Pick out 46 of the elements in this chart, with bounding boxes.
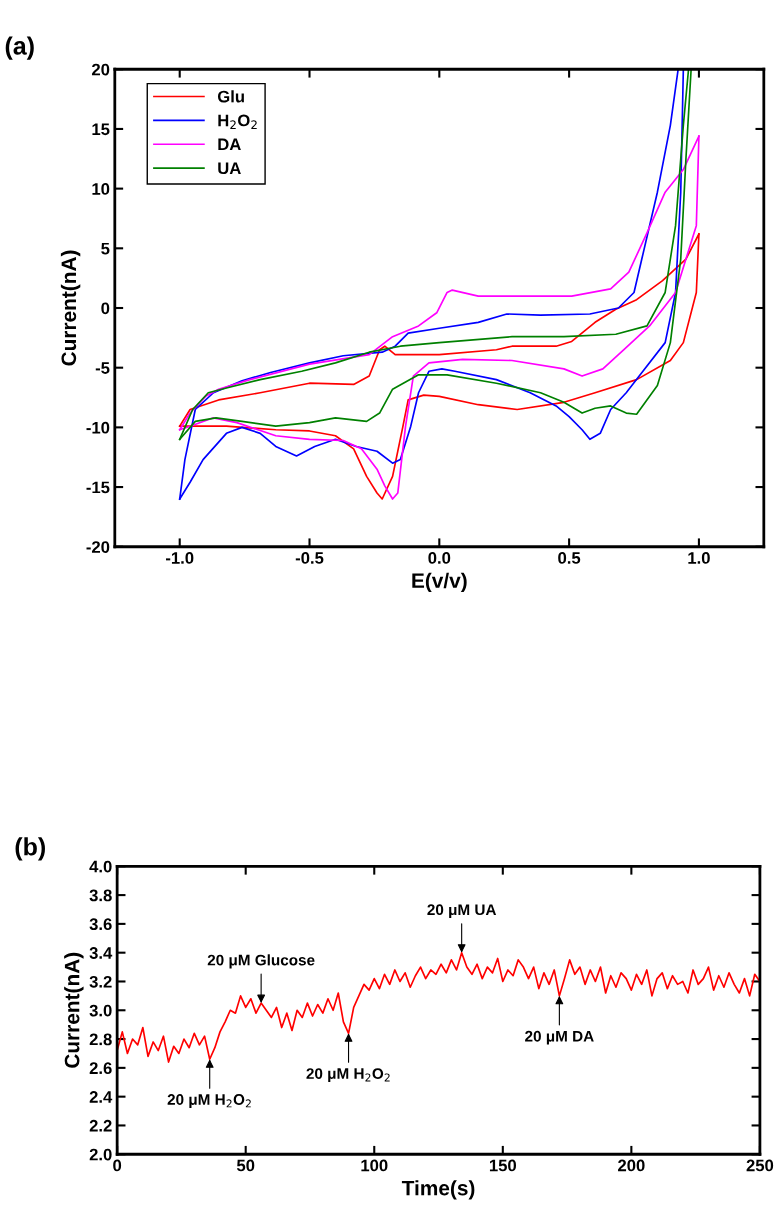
y-tick-label: 2.4: [89, 1091, 113, 1103]
y-tick-label: 3.0: [89, 1004, 112, 1017]
annotation: 20 μM H$_{2}$O$_{2}$: [167, 1094, 251, 1108]
legend-label: UA: [218, 162, 241, 175]
annotation: 20 μM UA: [427, 904, 497, 919]
y-tick-label: 2.0: [89, 1148, 112, 1161]
legend-label: DA: [218, 138, 241, 151]
y-tick-label: -15: [86, 481, 110, 494]
y-tick-label: 4.0: [89, 860, 112, 873]
y-tick-label: 20: [91, 63, 110, 76]
x-tick-label: 100: [361, 1159, 388, 1172]
chart-title: (b): [15, 837, 45, 861]
x-axis-title: Time(s): [401, 1180, 475, 1200]
y-tick-label: 15: [92, 123, 110, 136]
x-tick-label: 200: [618, 1159, 645, 1172]
x-tick-label: 0.5: [558, 552, 581, 564]
y-tick-label: 2.2: [89, 1119, 112, 1132]
y-tick-label: 2.6: [89, 1062, 112, 1075]
legend-label: H$_{2}$O$_{2}$: [218, 114, 257, 129]
y-tick-label: 0: [101, 302, 110, 315]
y-axis-title: Current(nA): [64, 952, 84, 1068]
x-tick-label: -0.5: [295, 552, 324, 564]
x-tick-label: 1.0: [688, 552, 710, 564]
x-tick-label: 250: [746, 1159, 774, 1172]
x-axis-title: E(v/v): [412, 572, 467, 593]
y-tick-label: 5: [101, 242, 110, 255]
y-tick-label: 2.8: [89, 1033, 112, 1046]
y-tick-label: 10: [92, 183, 110, 195]
x-tick-label: 0.0: [428, 552, 451, 564]
y-tick-label: 3.6: [89, 918, 112, 931]
y-tick-label: 3.8: [89, 889, 112, 902]
y-tick-label: 3.2: [89, 975, 112, 988]
annotation: 20 μM H$_{2}$O$_{2}$: [306, 1068, 390, 1082]
x-tick-label: 0: [113, 1159, 122, 1172]
y-tick-label: -5: [95, 362, 110, 374]
y-tick-label: 3.4: [89, 947, 113, 959]
chart-title: (a): [5, 36, 34, 60]
x-tick-label: -1.0: [166, 552, 194, 564]
x-tick-label: 150: [489, 1159, 517, 1172]
y-axis-title: Current(nA): [60, 250, 81, 366]
legend-label: Glu: [217, 90, 244, 103]
annotation: 20 μM DA: [525, 1030, 594, 1045]
y-tick-label: -10: [86, 421, 110, 434]
annotation: 20 μM Glucose: [207, 954, 315, 969]
x-tick-label: 50: [236, 1159, 255, 1172]
y-tick-label: -20: [86, 541, 110, 553]
